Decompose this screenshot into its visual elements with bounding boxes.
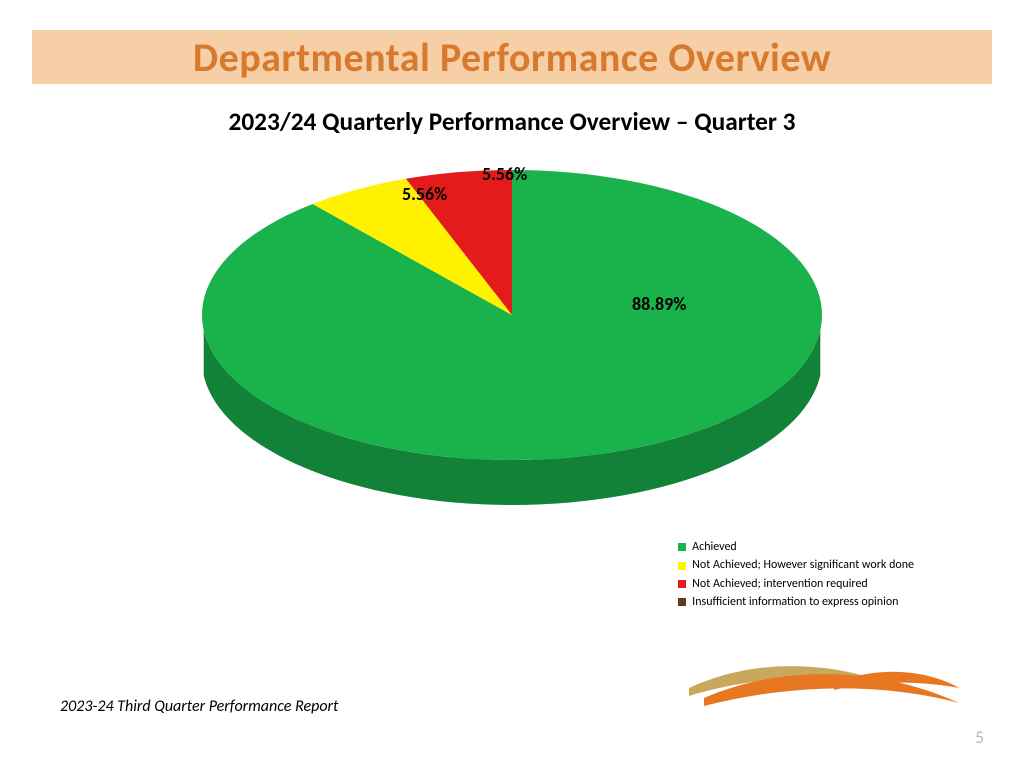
legend-label: Achieved <box>692 540 737 554</box>
page-title: Departmental Performance Overview <box>193 33 831 82</box>
legend-item: Insufficient information to express opin… <box>678 595 914 609</box>
legend-item: Not Achieved; However significant work d… <box>678 558 914 572</box>
legend-swatch <box>678 598 686 606</box>
title-band: Departmental Performance Overview <box>32 30 992 84</box>
legend-item: Achieved <box>678 540 914 554</box>
chart-subtitle: 2023/24 Quarterly Performance Overview –… <box>0 106 1024 137</box>
footer-report-title: 2023-24 Third Quarter Performance Report <box>60 697 338 716</box>
legend-item: Not Achieved; intervention required <box>678 577 914 591</box>
legend-label: Not Achieved; intervention required <box>692 577 868 591</box>
legend-swatch <box>678 562 686 570</box>
legend-swatch <box>678 580 686 588</box>
pie-chart: 88.89% 5.56% 5.56% <box>0 160 1024 540</box>
legend-label: Not Achieved; However significant work d… <box>692 558 914 572</box>
brand-swoosh-icon <box>684 648 964 718</box>
slice-label: 88.89% <box>632 293 686 315</box>
slice-label: 5.56% <box>482 163 527 185</box>
chart-legend: Achieved Not Achieved; However significan… <box>678 540 914 614</box>
slice-label: 5.56% <box>402 183 447 205</box>
legend-swatch <box>678 543 686 551</box>
legend-label: Insufficient information to express opin… <box>692 595 898 609</box>
page-number: 5 <box>975 726 984 748</box>
